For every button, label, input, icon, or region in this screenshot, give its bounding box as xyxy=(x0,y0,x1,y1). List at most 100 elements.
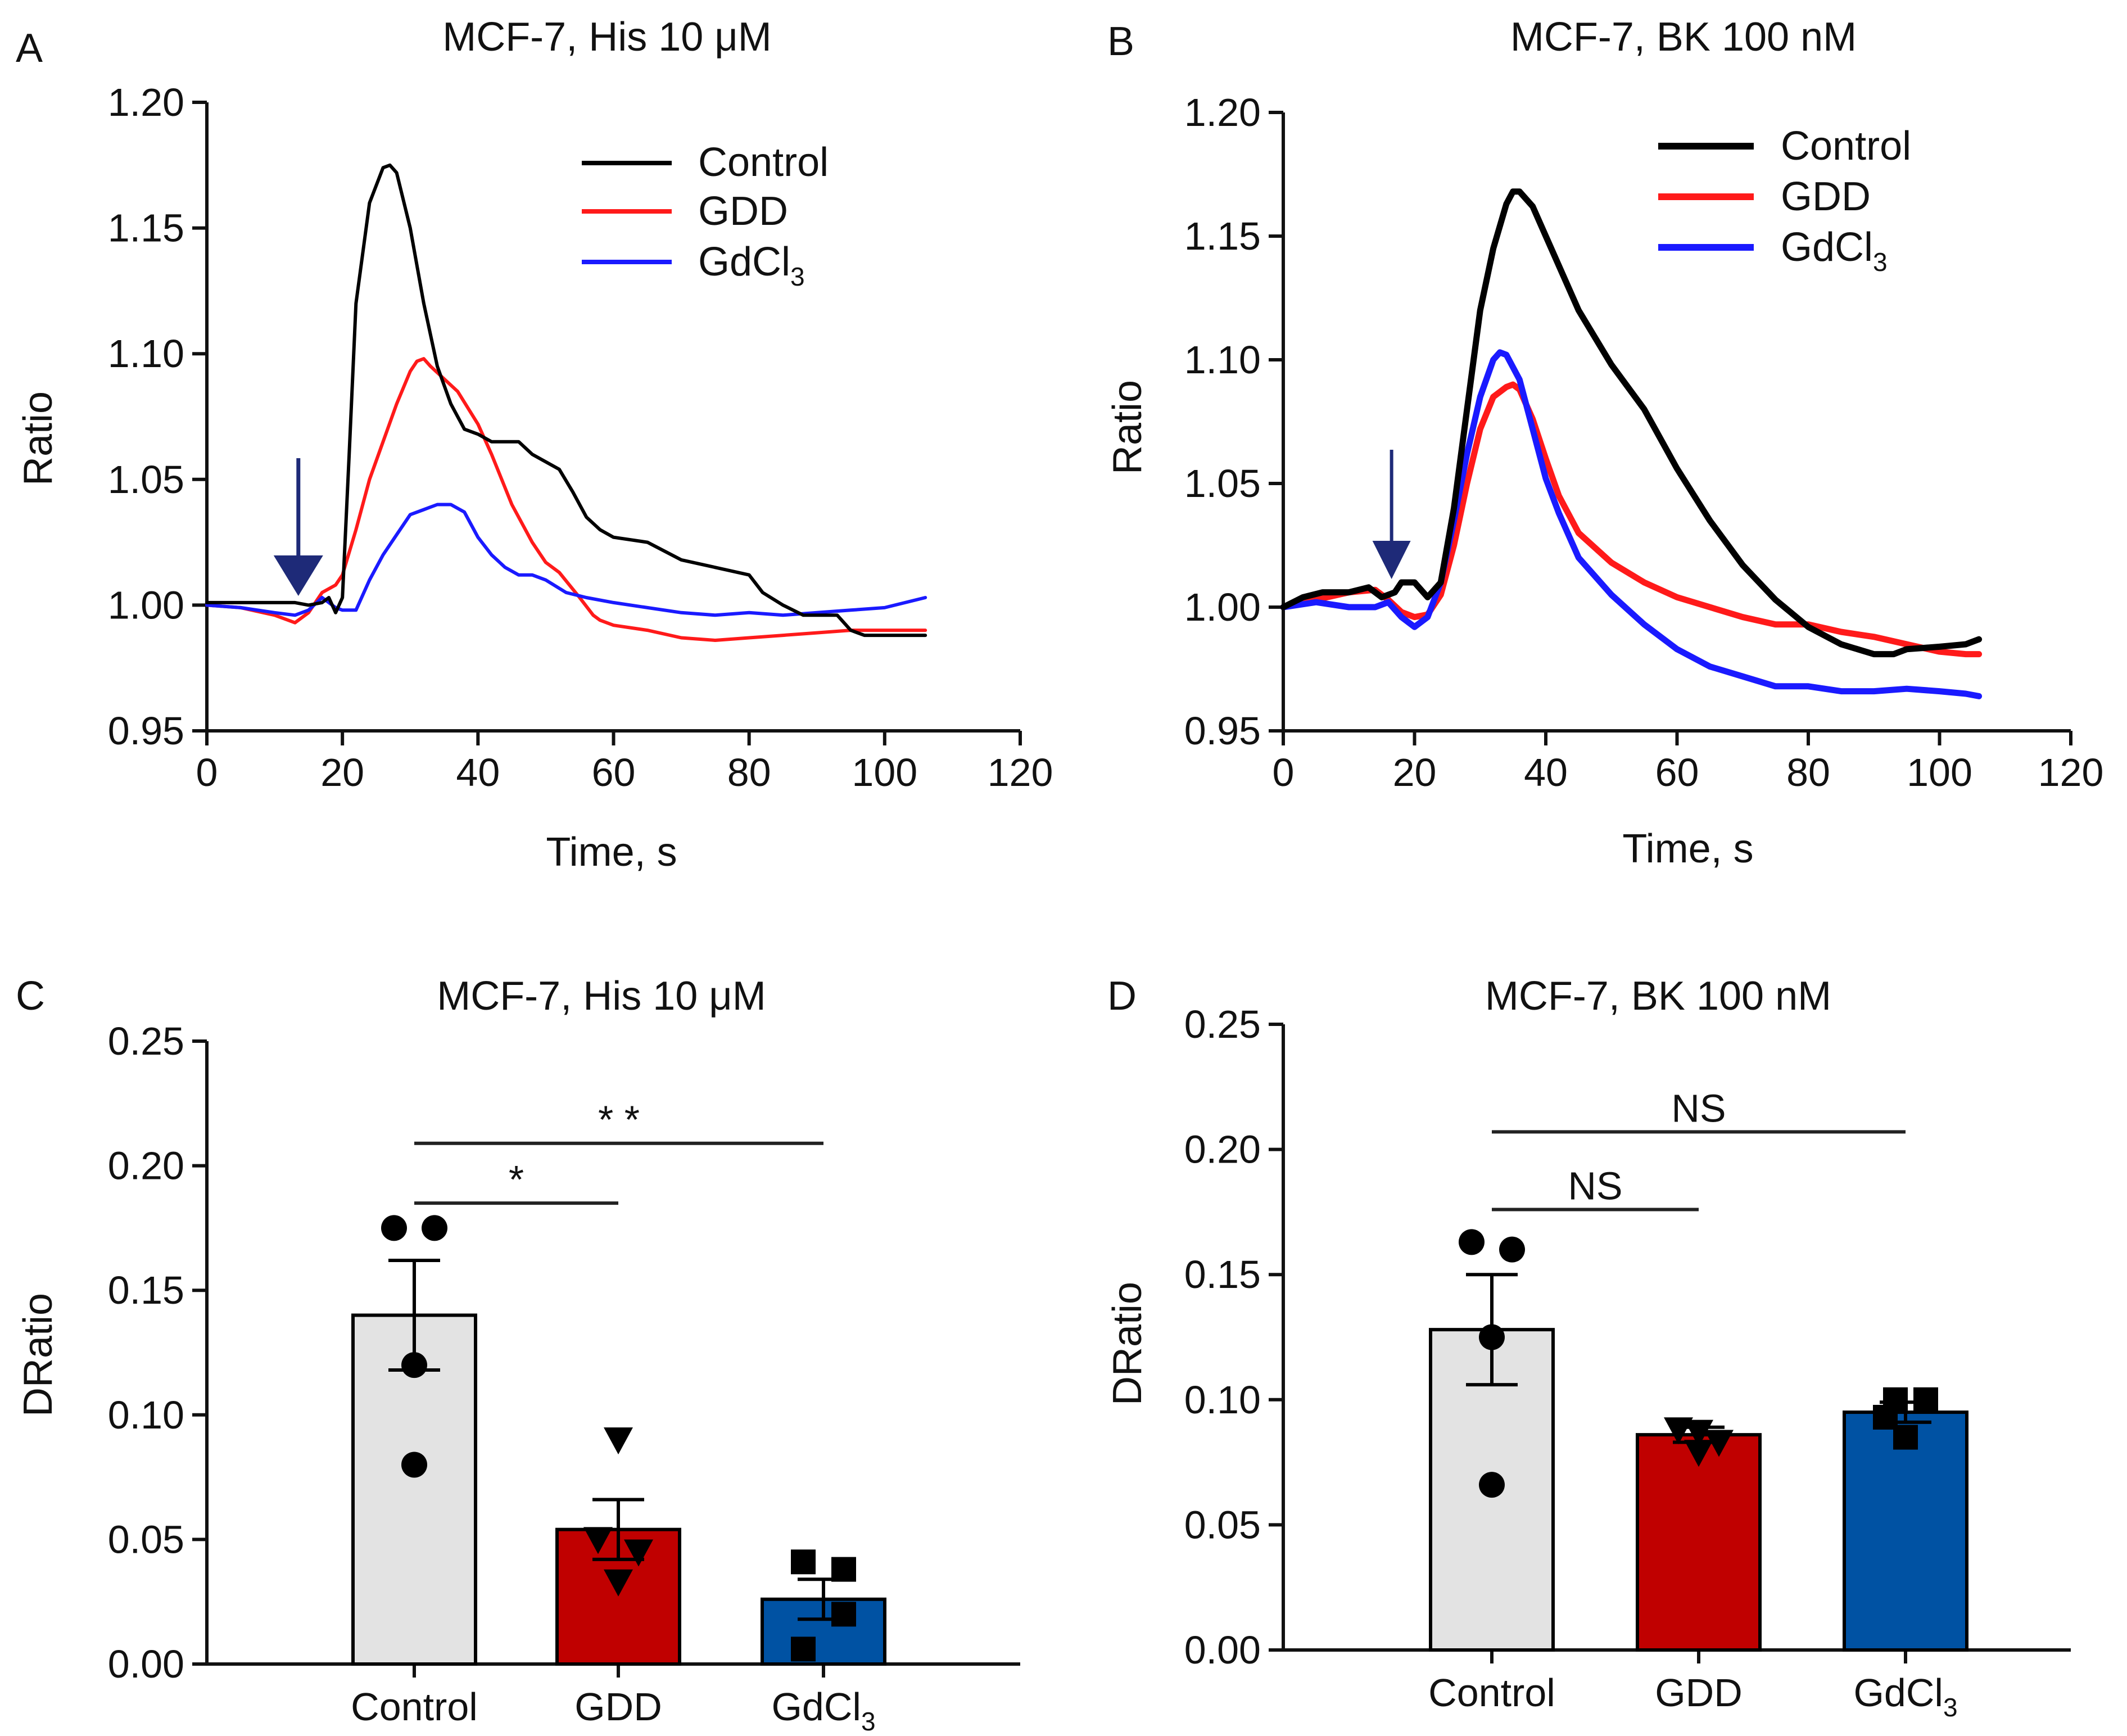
panel-b-x-tick-label: 0 xyxy=(1273,751,1295,794)
legend-label-gdcl3: GdCl3 xyxy=(1781,225,1888,277)
legend-label-control: Control xyxy=(698,140,829,185)
panel-b-xlabel: Time, s xyxy=(1622,826,1753,871)
panel-d-y-tick-label: 0.10 xyxy=(1184,1378,1261,1422)
panel-c-data-point xyxy=(422,1215,447,1241)
panel-d-significance-label: NS xyxy=(1568,1164,1622,1208)
panel-c-plot: * * * xyxy=(351,1098,886,1666)
panel-d: D MCF-7, BK 100 nM 0.00 0.05 0.10 0.15 0.20 0… xyxy=(1105,974,2071,1722)
panel-d-data-point xyxy=(1684,1440,1713,1467)
panel-b-y-tick-label: 1.05 xyxy=(1184,462,1261,505)
panel-a-y-tick-label: 1.15 xyxy=(108,206,184,250)
panel-b-y-tick-label: 1.10 xyxy=(1184,338,1261,382)
panel-c-data-point xyxy=(604,1569,633,1597)
panel-c-data-point xyxy=(791,1636,816,1662)
panel-d-y-tick-label: 0.25 xyxy=(1184,1002,1261,1046)
panel-b-x-tick-label: 60 xyxy=(1655,751,1699,794)
panel-c-y-tick-label: 0.20 xyxy=(108,1144,184,1188)
panel-d-category-subscript: 3 xyxy=(1943,1693,1958,1722)
panel-b-y-tick-label: 1.20 xyxy=(1184,91,1261,134)
panel-b-x-tick-label: 100 xyxy=(1907,751,1972,794)
panel-a-ylabel: Ratio xyxy=(16,391,61,486)
panel-a-series-gdcl3 xyxy=(205,503,927,617)
panel-d-ylabel: DRatio xyxy=(1105,1282,1150,1405)
panel-a-plot xyxy=(205,163,927,642)
panel-a-x-tick-label: 80 xyxy=(727,751,771,794)
panel-a-y-tick-label: 1.05 xyxy=(108,458,184,501)
panel-c-data-point xyxy=(831,1602,856,1627)
panel-c-category-label: GdCl3 xyxy=(771,1685,875,1736)
panel-d-data-point xyxy=(1499,1236,1525,1263)
panel-c-data-point xyxy=(831,1557,856,1582)
panel-b-plot xyxy=(1280,188,1983,699)
panel-b-x-tick-label: 80 xyxy=(1786,751,1830,794)
panel-d-category-label: GdCl3 xyxy=(1853,1671,1957,1722)
panel-b-series-gdcl3 xyxy=(1280,349,1983,699)
panel-a-legend: Control GDD GdCl3 xyxy=(582,140,829,291)
panel-a-series-gdd xyxy=(205,357,927,642)
panel-b-x-tick-label: 120 xyxy=(2038,751,2104,794)
panel-d-category-label: GDD xyxy=(1655,1671,1743,1715)
panel-c-category-subscript: 3 xyxy=(861,1707,876,1736)
panel-c-data-point xyxy=(381,1215,407,1241)
panel-d-letter: D xyxy=(1107,974,1137,1019)
panel-c-data-point xyxy=(624,1539,653,1567)
legend-label-gdd: GDD xyxy=(1781,174,1871,219)
panel-b-axes: 0.95 1.00 1.05 1.10 1.15 1.20 0 20 40 60 80 100 120 xyxy=(1184,91,2104,794)
panel-a-stimulus-arrow-head xyxy=(273,555,323,596)
panel-c-letter: C xyxy=(16,974,45,1019)
legend-label-control: Control xyxy=(1781,124,1911,169)
panel-a-x-tick-label: 40 xyxy=(456,751,500,794)
panel-b-x-tick-label: 20 xyxy=(1393,751,1437,794)
panel-d-data-point xyxy=(1913,1387,1938,1412)
panel-c-data-point xyxy=(604,1427,633,1455)
panel-b-y-tick-label: 1.15 xyxy=(1184,214,1261,258)
panel-c-title: MCF-7, His 10 μM xyxy=(437,974,766,1019)
panel-d-data-point xyxy=(1459,1229,1485,1255)
panel-a-x-tick-label: 60 xyxy=(592,751,636,794)
panel-c-data-point xyxy=(583,1527,613,1554)
panel-c-significance-label: * * xyxy=(598,1098,640,1142)
panel-b-y-tick-label: 1.00 xyxy=(1184,585,1261,629)
panel-c-ylabel: DRatio xyxy=(16,1293,61,1417)
panel-c-y-tick-label: 0.05 xyxy=(108,1517,184,1561)
panel-d-bar-gdd xyxy=(1636,1433,1762,1652)
panel-b: B MCF-7, BK 100 nM 0.95 1.00 1.05 1.10 1.15 1… xyxy=(1105,15,2103,871)
panel-a-series-control xyxy=(205,163,927,638)
panel-a-y-tick-label: 1.20 xyxy=(108,80,184,124)
panel-c-axes: 0.00 0.05 0.10 0.15 0.20 0.25 Control GDD GdCl3 xyxy=(108,1019,1020,1736)
panel-c-y-tick-label: 0.00 xyxy=(108,1642,184,1686)
panel-d-y-tick-label: 0.05 xyxy=(1184,1503,1261,1547)
panel-a: A MCF-7, His 10 μM 0.95 1.00 1.05 1.10 1.15 1… xyxy=(16,15,1053,875)
panel-d-title: MCF-7, BK 100 nM xyxy=(1485,974,1831,1019)
legend-label-gdd: GDD xyxy=(698,189,788,234)
panel-d-y-tick-label: 0.00 xyxy=(1184,1628,1261,1672)
panel-c-y-tick-label: 0.25 xyxy=(108,1019,184,1063)
panel-b-title: MCF-7, BK 100 nM xyxy=(1510,15,1857,60)
panel-d-data-point xyxy=(1893,1425,1918,1450)
panel-a-y-tick-label: 1.10 xyxy=(108,332,184,376)
panel-a-x-tick-label: 0 xyxy=(196,751,218,794)
panel-d-data-point xyxy=(1479,1472,1505,1498)
panel-d-data-point xyxy=(1479,1324,1505,1350)
panel-d-significance-label: NS xyxy=(1671,1086,1726,1130)
legend-label-gdcl3: GdCl3 xyxy=(698,239,805,291)
panel-c-data-point xyxy=(401,1452,427,1478)
panel-c-data-point xyxy=(791,1549,816,1575)
panel-b-legend: Control GDD GdCl3 xyxy=(1658,124,1911,277)
panel-b-letter: B xyxy=(1107,19,1134,64)
panel-d-data-point xyxy=(1684,1419,1713,1447)
panel-d-data-point xyxy=(1664,1417,1693,1445)
panel-a-axes: 0.95 1.00 1.05 1.10 1.15 1.20 0 20 40 60 80 100 120 xyxy=(108,80,1053,794)
panel-b-x-tick-label: 40 xyxy=(1524,751,1568,794)
panel-b-stimulus-arrow-head xyxy=(1372,541,1411,579)
panel-d-plot: NS NS xyxy=(1429,1086,1968,1652)
panel-d-data-point xyxy=(1704,1430,1734,1457)
panel-b-ylabel: Ratio xyxy=(1105,380,1150,474)
panel-a-y-tick-label: 1.00 xyxy=(108,583,184,627)
panel-a-letter: A xyxy=(16,26,43,71)
panel-c: C MCF-7, His 10 μM 0.000.050.100.150.200… xyxy=(16,974,1020,1736)
panel-a-xlabel: Time, s xyxy=(546,830,677,875)
panel-a-y-tick-label: 0.95 xyxy=(108,709,184,753)
panel-b-y-tick-label: 0.95 xyxy=(1184,709,1261,753)
